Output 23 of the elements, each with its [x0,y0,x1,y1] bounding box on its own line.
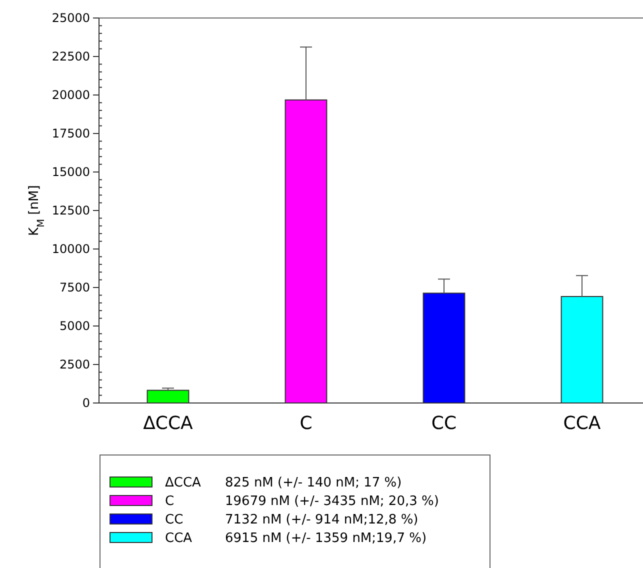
y-tick-label: 7500 [59,280,90,295]
text: 7132 nM (+/- 914 nM;12,8 %) [225,512,418,528]
legend-label: ΔCCA [165,476,202,491]
legend-label: CCA [165,531,192,546]
y-tick-label: 2500 [59,358,90,372]
text: 825 nM (+/- 140 nM; 17 %) [225,476,402,491]
y-tick-label: 25000 [52,11,90,26]
x-tick-label: CCA [563,413,602,434]
y-tick-label: 15000 [52,165,90,180]
y-tick-label: 10000 [52,242,90,256]
y-tick-label: 5000 [59,319,90,334]
y-tick-label: 12500 [52,204,90,218]
y-tick-label: 17500 [52,126,90,141]
y-tick-label: 20000 [52,88,90,102]
text: 6915 nM (+/- 1359 nM;19,7 %) [225,531,427,546]
x-tick-label: CC [431,413,457,434]
text: 19679 nM (+/- 3435 nM; 20,3 %) [225,494,439,510]
y-tick-label: 22500 [52,50,90,64]
legend-label: CC [165,512,184,528]
y-tick-label: 0 [82,396,90,410]
x-tick-label: ΔCCA [143,413,194,434]
legend-label: C [165,494,174,510]
x-tick-label: C [300,413,312,434]
